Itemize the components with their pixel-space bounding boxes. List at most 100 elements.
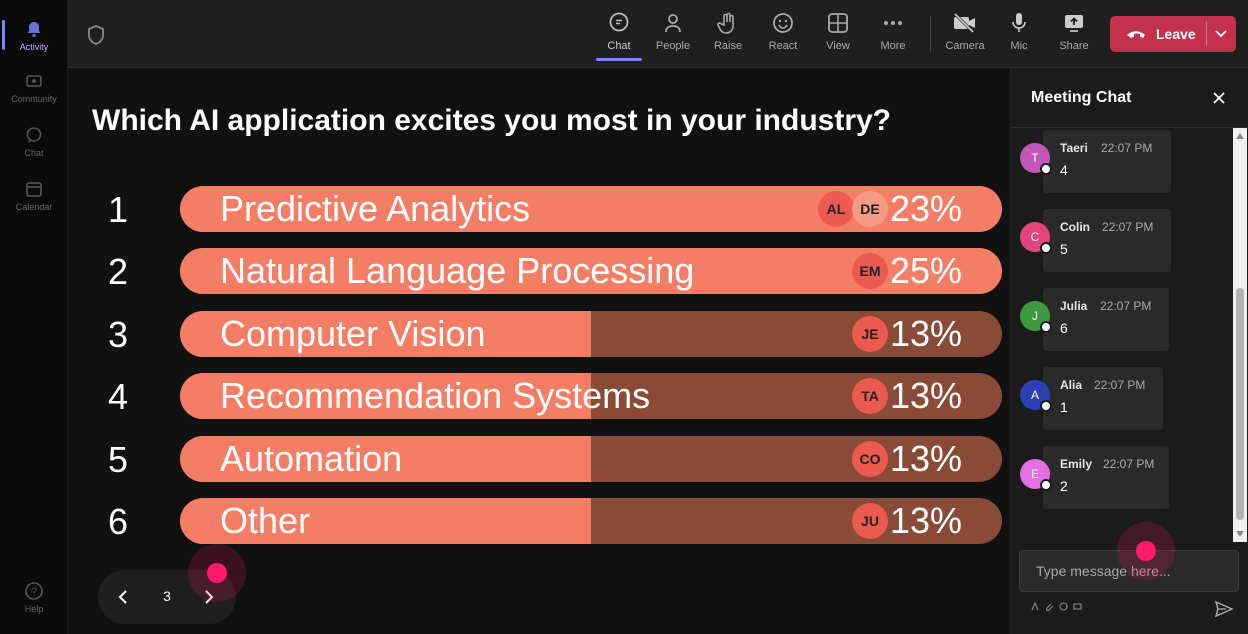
poll-option[interactable]: 2 Natural Language Processing 25% EM <box>68 248 1008 296</box>
option-number: 5 <box>107 438 129 480</box>
people-button[interactable]: People <box>646 10 700 60</box>
message-time: 22:07 PM <box>1100 299 1152 313</box>
chat-label: Chat <box>607 40 631 52</box>
option-percent: 13% <box>889 375 962 417</box>
poll-option[interactable]: 5 Automation 13% CO <box>68 435 1008 484</box>
toolbar-divider <box>930 16 931 52</box>
option-label: Other <box>220 500 311 541</box>
rail-item-community[interactable]: Community <box>0 62 68 112</box>
voter-avatar: JE <box>852 315 888 352</box>
chat-header: Meeting Chat <box>1011 68 1248 128</box>
view-button[interactable]: View <box>811 10 865 60</box>
scroll-down-icon[interactable] <box>1236 531 1244 537</box>
community-icon <box>24 71 44 91</box>
message-text: 2 <box>1060 478 1068 494</box>
calendar-icon <box>24 179 44 199</box>
presence-icon <box>1040 321 1052 333</box>
rail-item-calendar[interactable]: Calendar <box>0 170 68 220</box>
emoji-icon[interactable] <box>1059 602 1068 611</box>
option-bar: Natural Language Processing 25% EM <box>180 248 1002 295</box>
rail-label: Activity <box>19 41 49 52</box>
mic-button[interactable]: Mic <box>992 10 1046 60</box>
attach-icon[interactable] <box>1045 602 1054 611</box>
cursor-indicator <box>1117 522 1175 580</box>
voter-avatar: EM <box>852 253 888 290</box>
leave-button[interactable]: Leave <box>1110 16 1236 52</box>
emoji-icon <box>770 10 796 36</box>
camera-button[interactable]: Camera <box>938 10 992 60</box>
rail-label: Help <box>24 603 44 614</box>
chat-button[interactable]: Chat <box>592 10 646 61</box>
raise-label: Raise <box>713 40 743 52</box>
chat-panel: Meeting Chat Taeri 22:07 PM 4 T Colin 22:07 P… <box>1010 68 1248 634</box>
camera-off-icon <box>952 10 978 36</box>
poll-option[interactable]: 4 Recommendation Systems 13% TA <box>68 373 1008 421</box>
message-time: 22:07 PM <box>1102 220 1154 234</box>
chat-message[interactable]: Alia 22:07 PM 1 A <box>1019 367 1225 431</box>
chat-message[interactable]: Colin 22:07 PM 5 C <box>1019 209 1225 273</box>
camera-label: Camera <box>945 40 985 52</box>
format-icon[interactable] <box>1031 602 1040 611</box>
message-text: 6 <box>1060 320 1068 336</box>
grid-icon <box>825 10 851 36</box>
react-button[interactable]: React <box>756 10 810 60</box>
avatar: T <box>1020 143 1052 175</box>
option-label: Recommendation Systems <box>220 375 651 417</box>
sender-name: Julia <box>1060 299 1088 313</box>
option-bar: Recommendation Systems 13% TA <box>180 373 1002 420</box>
rail-item-activity[interactable]: Activity <box>0 10 68 60</box>
view-label: View <box>826 40 850 52</box>
scroll-up-icon[interactable] <box>1236 133 1244 139</box>
rail-item-help[interactable]: ? Help <box>0 572 68 622</box>
option-bar: Automation 13% CO <box>180 435 1002 482</box>
voter-avatar: DE <box>852 191 888 227</box>
chevron-down-icon[interactable] <box>1212 24 1230 45</box>
format-toolbar <box>1031 602 1082 611</box>
option-number: 3 <box>107 313 129 355</box>
option-percent: 25% <box>889 250 962 292</box>
people-icon <box>660 10 686 36</box>
presence-icon <box>1040 163 1052 175</box>
raise-button[interactable]: Raise <box>701 10 755 60</box>
leave-label: Leave <box>1156 26 1196 42</box>
scroll-thumb[interactable] <box>1236 288 1244 520</box>
message-text: 5 <box>1060 241 1068 257</box>
presence-icon <box>1040 479 1052 491</box>
option-bar-fill <box>180 498 591 544</box>
sender-name: Alia <box>1060 378 1083 392</box>
chat-bubble: Taeri 22:07 PM 4 <box>1043 130 1171 193</box>
cursor-indicator <box>188 544 246 602</box>
chat-message-input[interactable] <box>1019 550 1239 592</box>
close-icon[interactable] <box>1209 88 1229 108</box>
poll-stage: Which AI application excites you most in… <box>68 68 1008 634</box>
avatar-initial: J <box>1032 309 1038 323</box>
shield-icon[interactable] <box>86 24 106 51</box>
chevron-right-icon[interactable] <box>196 585 220 609</box>
chat-scrollbar[interactable] <box>1233 128 1247 542</box>
option-label: Natural Language Processing <box>220 250 695 292</box>
chat-message[interactable]: Emily 22:07 PM 2 E <box>1019 446 1225 510</box>
chat-message[interactable]: Julia 22:07 PM 6 J <box>1019 288 1225 352</box>
more-icon <box>880 10 906 36</box>
option-percent: 23% <box>889 188 962 229</box>
chat-title: Meeting Chat <box>1031 89 1132 106</box>
phone-hangup-icon <box>1126 28 1146 40</box>
gif-icon[interactable] <box>1073 602 1082 611</box>
chevron-left-icon[interactable] <box>112 585 136 609</box>
poll-option[interactable]: 3 Computer Vision 13% JE <box>68 310 1008 359</box>
send-icon[interactable] <box>1213 598 1235 620</box>
mic-icon <box>1006 10 1032 36</box>
chat-bubble: Alia 22:07 PM 1 <box>1043 367 1163 430</box>
chat-message[interactable]: Taeri 22:07 PM 4 T <box>1019 130 1225 194</box>
option-label: Automation <box>220 437 403 479</box>
option-number: 1 <box>107 189 129 230</box>
avatar: J <box>1020 301 1052 333</box>
poll-option[interactable]: 1 Predictive Analytics 23% AL DE <box>68 186 1008 234</box>
poll-option[interactable]: 6 Other 13% JU <box>68 498 1008 546</box>
sender-name: Colin <box>1060 220 1090 234</box>
mic-label: Mic <box>1010 40 1028 52</box>
rail-item-chat[interactable]: Chat <box>0 116 68 166</box>
share-button[interactable]: Share <box>1047 10 1101 60</box>
avatar-initial: A <box>1030 388 1039 402</box>
more-button[interactable]: More <box>866 10 920 60</box>
